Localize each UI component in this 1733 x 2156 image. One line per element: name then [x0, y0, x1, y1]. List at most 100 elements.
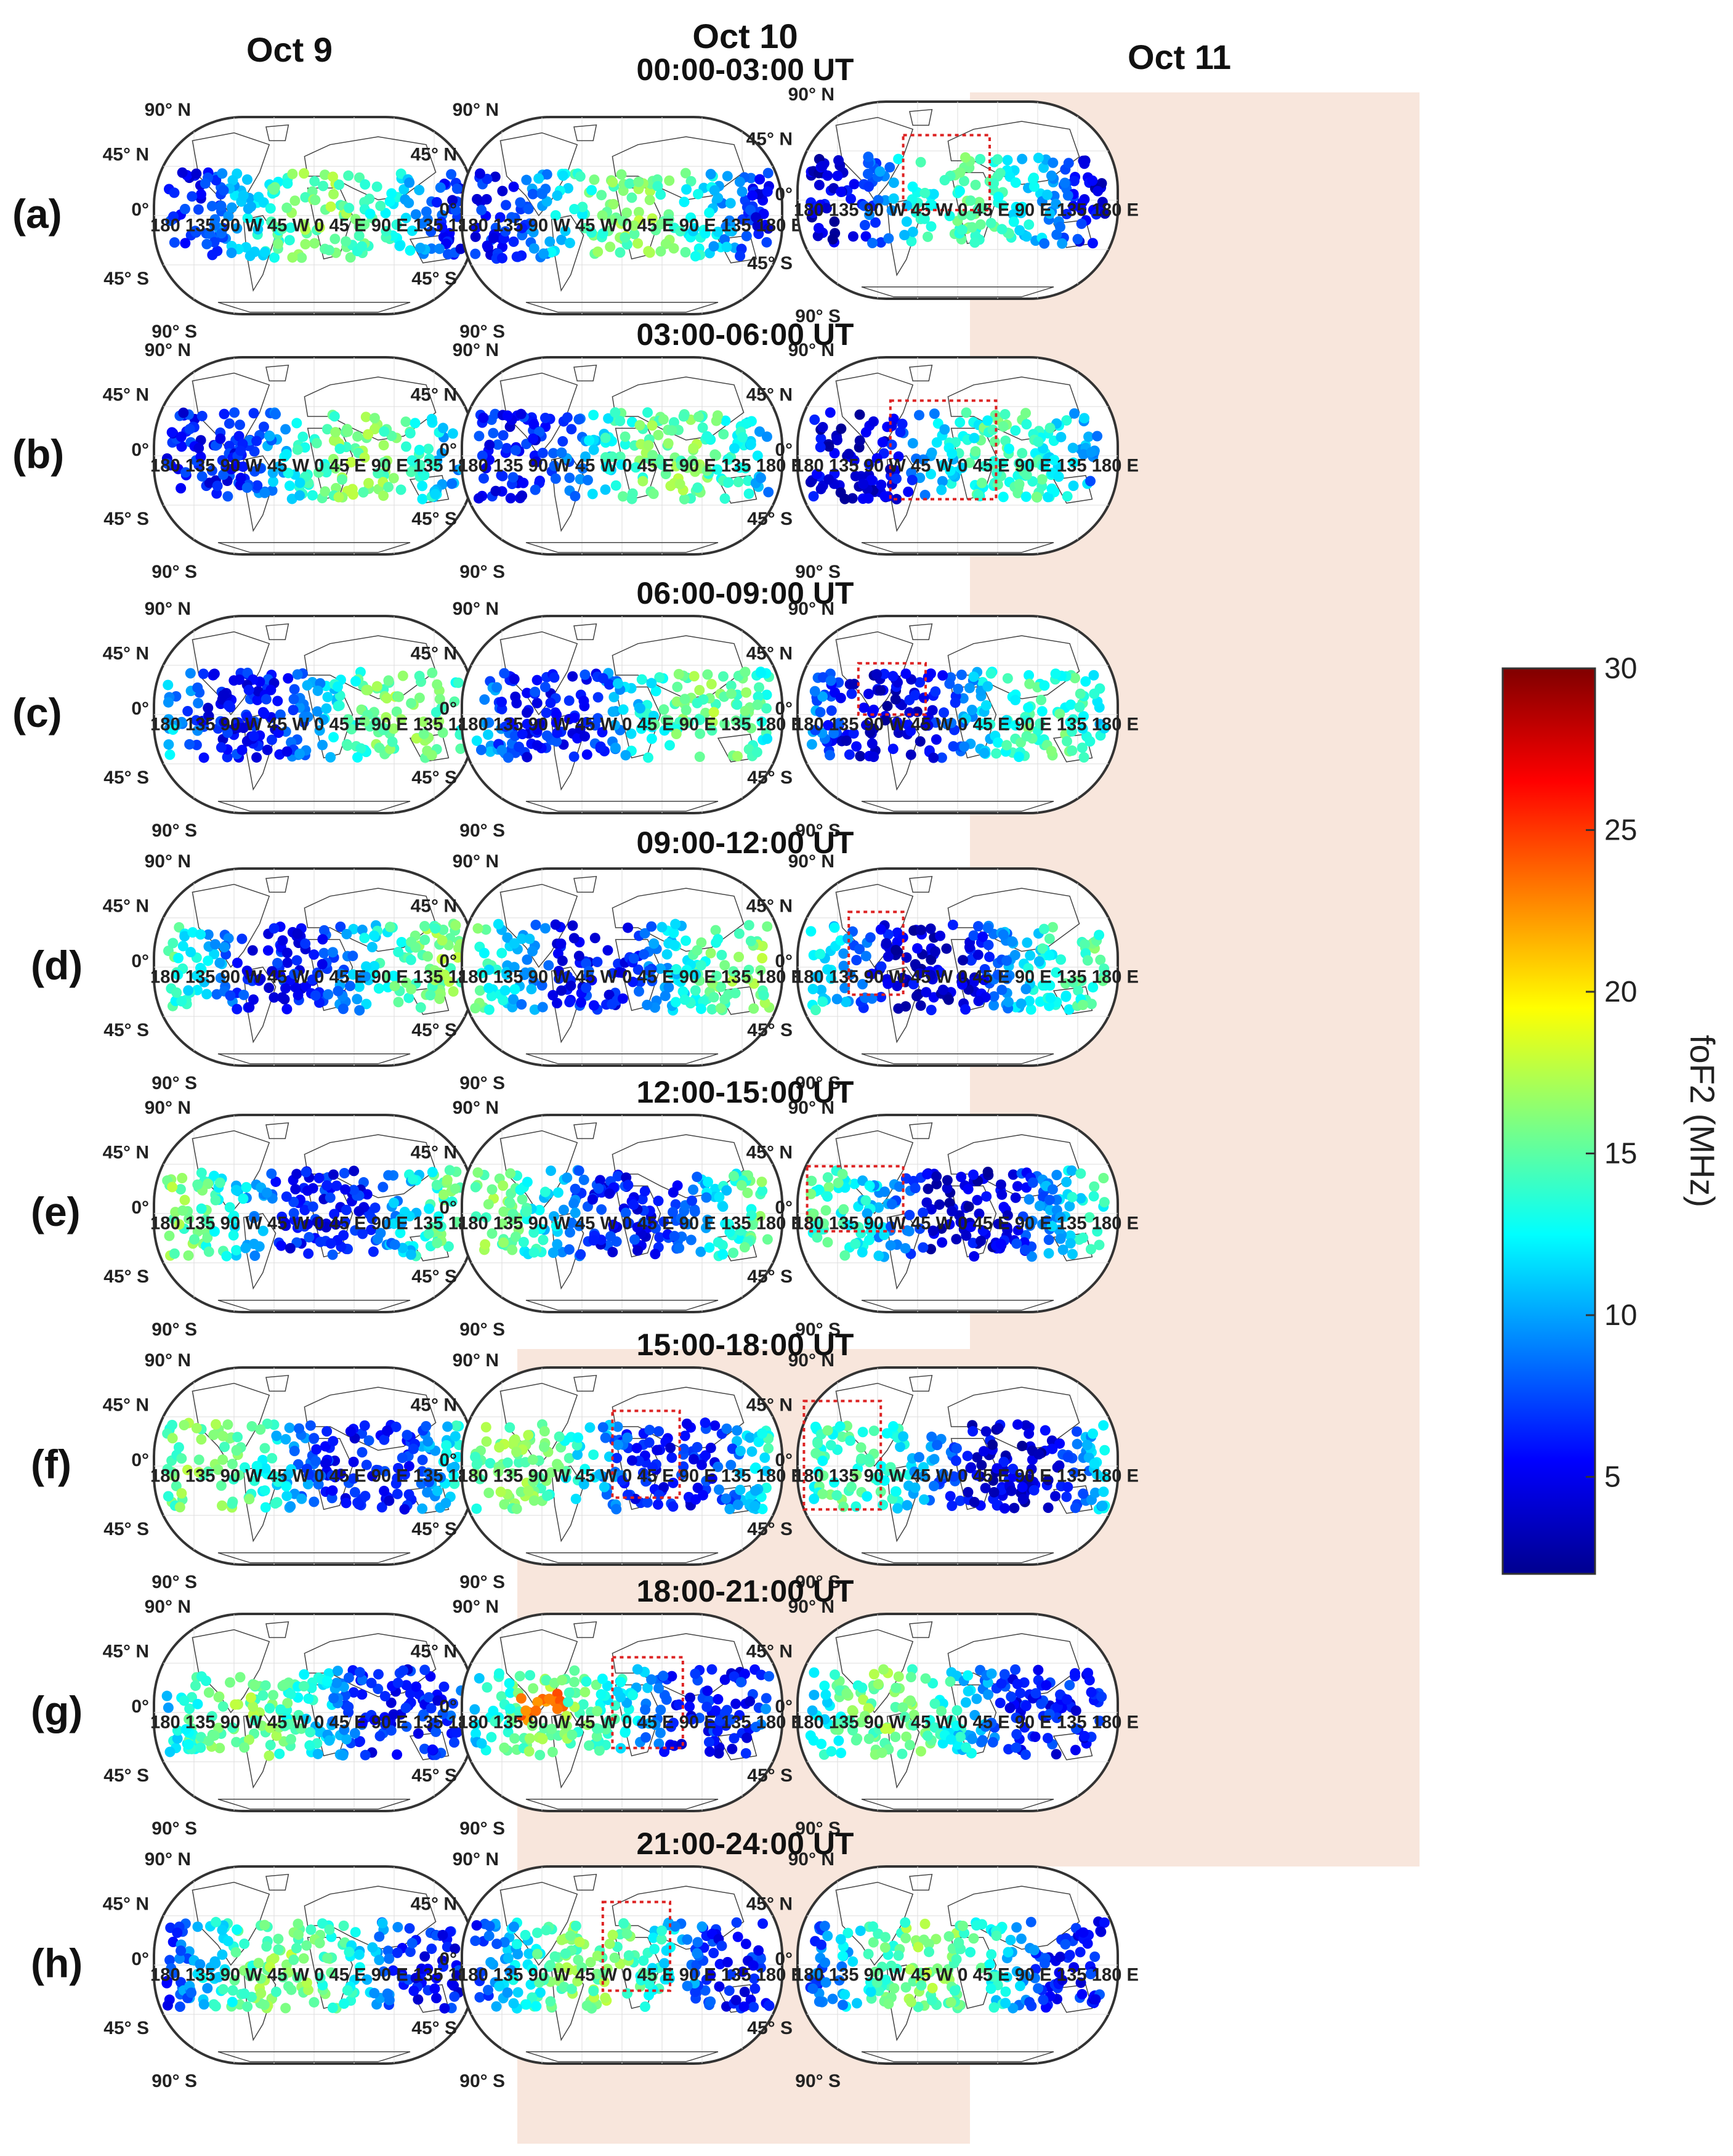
foF2-point	[328, 435, 339, 446]
foF2-point	[742, 973, 753, 984]
foF2-point	[656, 219, 667, 230]
lat-label-90s: 90° S	[795, 1572, 841, 1592]
foF2-point	[706, 725, 717, 736]
foF2-point	[551, 717, 562, 728]
foF2-point	[401, 1721, 412, 1732]
foF2-point	[1043, 1234, 1054, 1246]
foF2-point	[956, 462, 967, 473]
foF2-point	[581, 749, 592, 760]
foF2-point	[661, 1694, 672, 1705]
foF2-point	[628, 1690, 639, 1701]
foF2-point	[999, 1503, 1010, 1514]
foF2-point	[721, 241, 732, 253]
foF2-point	[911, 991, 923, 1002]
foF2-point	[249, 466, 261, 477]
foF2-point	[1055, 1233, 1066, 1244]
foF2-point	[277, 224, 288, 235]
foF2-point	[325, 201, 336, 212]
foF2-point	[653, 429, 664, 440]
lon-labels: 180 135 90 W 45 W 0 45 E 90 E 135 180 E	[458, 715, 803, 735]
foF2-point	[168, 724, 179, 735]
foF2-point	[980, 700, 992, 711]
foF2-point	[292, 669, 303, 680]
foF2-point	[612, 1421, 623, 1432]
foF2-point	[545, 1165, 556, 1177]
foF2-point	[362, 1189, 373, 1200]
foF2-point	[196, 1434, 207, 1445]
foF2-point	[1039, 680, 1050, 691]
foF2-point	[1010, 1192, 1021, 1203]
foF2-point	[938, 1469, 949, 1480]
foF2-point	[985, 668, 996, 679]
lat-label-45s: 45° S	[103, 1519, 149, 1539]
foF2-point	[506, 212, 517, 223]
foF2-point	[980, 1483, 991, 1494]
foF2-point	[1051, 1169, 1062, 1180]
foF2-point	[947, 919, 958, 930]
foF2-point	[1012, 1225, 1024, 1236]
foF2-point	[1054, 1460, 1065, 1471]
foF2-point	[477, 450, 488, 461]
foF2-point	[887, 744, 899, 755]
foF2-point	[1089, 1181, 1100, 1192]
foF2-point	[326, 1493, 337, 1504]
foF2-point	[577, 463, 588, 474]
foF2-point	[886, 1199, 897, 1210]
foF2-point	[843, 448, 854, 460]
foF2-point	[581, 1676, 592, 1687]
foF2-point	[622, 1432, 633, 1443]
foF2-point	[335, 921, 346, 932]
foF2-point	[706, 679, 717, 690]
foF2-point	[900, 1242, 911, 1254]
foF2-point	[266, 1168, 277, 1179]
foF2-point	[1047, 1184, 1058, 1195]
foF2-point	[200, 178, 211, 189]
foF2-point	[552, 997, 563, 1008]
foF2-point	[451, 183, 463, 194]
foF2-point	[244, 250, 256, 261]
foF2-point	[437, 1708, 448, 1719]
foF2-point	[913, 410, 924, 421]
column-title-oct9: Oct 9	[246, 30, 333, 69]
foF2-point	[508, 236, 519, 247]
foF2-point	[811, 468, 822, 479]
foF2-point	[443, 1241, 454, 1252]
foF2-point	[227, 1459, 238, 1470]
foF2-point	[274, 1748, 285, 1759]
foF2-point	[906, 236, 917, 247]
foF2-point	[1013, 752, 1024, 763]
foF2-point	[822, 1237, 833, 1248]
lat-label-45s: 45° S	[747, 1266, 793, 1287]
foF2-point	[289, 195, 301, 206]
foF2-point	[1046, 170, 1057, 181]
foF2-point	[1020, 1420, 1032, 1431]
foF2-point	[580, 451, 591, 462]
foF2-point	[584, 1422, 596, 1433]
foF2-point	[502, 410, 513, 421]
foF2-point	[434, 694, 445, 705]
foF2-point	[825, 750, 836, 761]
foF2-point	[471, 1503, 482, 1514]
foF2-point	[452, 1451, 463, 1462]
foF2-point	[1044, 933, 1055, 944]
foF2-point	[670, 918, 681, 930]
foF2-point	[587, 1194, 598, 1205]
foF2-point	[389, 1239, 400, 1250]
foF2-point	[629, 1234, 640, 1245]
foF2-point	[705, 1442, 716, 1453]
foF2-point	[574, 1220, 585, 1231]
foF2-point	[248, 1701, 259, 1712]
foF2-point	[470, 1003, 481, 1014]
lat-label-90s: 90° S	[151, 322, 197, 342]
foF2-point	[381, 693, 392, 704]
foF2-point	[338, 1230, 349, 1241]
foF2-point	[586, 227, 597, 238]
foF2-point	[905, 1695, 916, 1706]
foF2-point	[745, 205, 756, 216]
foF2-point	[472, 1167, 483, 1178]
foF2-point	[968, 930, 979, 941]
foF2-point	[907, 181, 918, 192]
foF2-point	[301, 981, 312, 992]
foF2-point	[527, 1720, 538, 1732]
foF2-point	[966, 704, 977, 715]
